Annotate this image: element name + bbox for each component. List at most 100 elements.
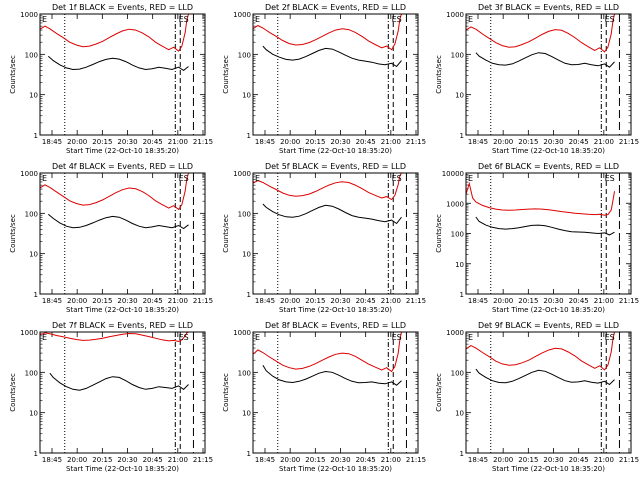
y-tick-label: 100 [451, 369, 464, 377]
series-line-events [49, 372, 189, 391]
series-line-events [475, 368, 615, 386]
corner-label-left: E [468, 15, 473, 24]
corner-label-right: ES [392, 174, 402, 183]
x-tick-label: 21:15 [193, 456, 213, 464]
x-tick-label: 21:15 [619, 297, 639, 305]
panel-title: Det 7f BLACK = Events, RED = LLD [52, 321, 193, 330]
plot-frame [252, 331, 419, 454]
y-tick-label: 100 [25, 51, 38, 59]
y-tick-label: 100 [238, 51, 251, 59]
y-tick-label: 100 [25, 369, 38, 377]
plot-frame [252, 13, 419, 136]
y-tick-label: 100 [451, 51, 464, 59]
corner-label-right: ES [605, 333, 615, 342]
series-line-events [475, 216, 615, 236]
corner-label-right: ES [392, 15, 402, 24]
x-axis-label: Start Time (22-Oct-10 18:35:20) [66, 147, 179, 155]
x-tick-label: 21:00 [168, 297, 188, 305]
series-line-lld [252, 13, 402, 51]
corner-label-left: E [468, 333, 473, 342]
series-line-lld [39, 331, 189, 343]
x-tick-label: 20:30 [330, 138, 350, 146]
corner-label-right: ES [179, 333, 189, 342]
y-tick-label: 1 [34, 291, 38, 299]
x-tick-label: 21:00 [168, 138, 188, 146]
x-tick-label: 21:00 [594, 138, 614, 146]
x-tick-label: 21:15 [619, 138, 639, 146]
series-line-events [262, 45, 402, 68]
y-tick-label: 100 [238, 210, 251, 218]
corner-label-left: E [42, 15, 47, 24]
x-axis-label: Start Time (22-Oct-10 18:35:20) [279, 465, 392, 473]
x-tick-label: 20:15 [92, 456, 112, 464]
x-tick-label: 20:00 [67, 297, 87, 305]
x-tick-label: 20:30 [117, 456, 137, 464]
x-axis-label: Start Time (22-Oct-10 18:35:20) [66, 465, 179, 473]
plot-frame [39, 331, 206, 454]
panel-det-1: Det 1f BLACK = Events, RED = LLD Counts/s… [9, 3, 213, 155]
series-line-events [47, 213, 189, 230]
y-tick-label: 10 [29, 92, 38, 100]
plot-frame [465, 172, 632, 295]
x-axis-label: Start Time (22-Oct-10 18:35:20) [492, 306, 605, 314]
y-tick-label: 1000 [233, 170, 251, 178]
x-tick-label: 21:15 [406, 297, 426, 305]
x-tick-label: 20:15 [518, 138, 538, 146]
x-tick-label: 20:45 [569, 138, 589, 146]
x-tick-label: 18:45 [468, 297, 488, 305]
y-tick-label: 10000 [442, 170, 464, 178]
x-tick-label: 20:45 [356, 297, 376, 305]
panel-title: Det 8f BLACK = Events, RED = LLD [265, 321, 406, 330]
x-tick-label: 20:00 [67, 138, 87, 146]
series-line-events [262, 364, 402, 386]
x-tick-label: 20:30 [330, 456, 350, 464]
y-tick-label: 1000 [446, 329, 464, 337]
x-tick-label: 18:45 [42, 138, 62, 146]
x-tick-label: 20:45 [569, 297, 589, 305]
y-tick-label: 1000 [233, 11, 251, 19]
x-tick-label: 20:45 [356, 138, 376, 146]
x-tick-label: 20:00 [493, 456, 513, 464]
y-tick-label: 1000 [20, 11, 38, 19]
x-tick-label: 20:00 [280, 297, 300, 305]
y-tick-label: 10 [455, 92, 464, 100]
x-tick-label: 20:45 [569, 456, 589, 464]
x-tick-label: 20:15 [92, 138, 112, 146]
plot-frame [465, 331, 632, 454]
x-tick-label: 20:45 [143, 456, 163, 464]
x-tick-label: 20:30 [543, 138, 563, 146]
y-tick-label: 1000 [20, 329, 38, 337]
panel-det-8: Det 8f BLACK = Events, RED = LLD Counts/s… [222, 321, 426, 473]
x-axis-label: Start Time (22-Oct-10 18:35:20) [66, 306, 179, 314]
panel-title: Det 4f BLACK = Events, RED = LLD [52, 162, 193, 171]
series-line-lld [465, 331, 615, 371]
x-tick-label: 21:00 [168, 456, 188, 464]
y-tick-label: 1 [247, 450, 251, 458]
y-axis-label: Counts/sec [222, 373, 230, 412]
x-tick-label: 20:00 [280, 138, 300, 146]
x-tick-label: 20:15 [518, 456, 538, 464]
x-tick-label: 20:45 [356, 456, 376, 464]
y-tick-label: 1 [247, 291, 251, 299]
x-tick-label: 20:00 [493, 297, 513, 305]
corner-label-left: E [468, 174, 473, 183]
y-tick-label: 1000 [233, 329, 251, 337]
x-axis-label: Start Time (22-Oct-10 18:35:20) [279, 306, 392, 314]
x-tick-label: 20:30 [543, 456, 563, 464]
x-tick-label: 20:15 [305, 456, 325, 464]
y-axis-label: Counts/sec [435, 214, 443, 253]
panel-det-9: Det 9f BLACK = Events, RED = LLD Counts/s… [435, 321, 639, 473]
y-tick-label: 10 [242, 410, 251, 418]
y-tick-label: 10 [242, 251, 251, 259]
x-tick-label: 21:00 [381, 297, 401, 305]
panel-det-3: Det 3f BLACK = Events, RED = LLD Counts/s… [435, 3, 639, 155]
x-tick-label: 20:15 [518, 297, 538, 305]
x-tick-label: 20:30 [117, 297, 137, 305]
series-line-lld [39, 13, 189, 52]
x-axis-label: Start Time (22-Oct-10 18:35:20) [279, 147, 392, 155]
x-tick-label: 18:45 [255, 456, 275, 464]
x-tick-label: 21:00 [594, 297, 614, 305]
panel-title: Det 5f BLACK = Events, RED = LLD [265, 162, 406, 171]
y-tick-label: 1000 [446, 200, 464, 208]
